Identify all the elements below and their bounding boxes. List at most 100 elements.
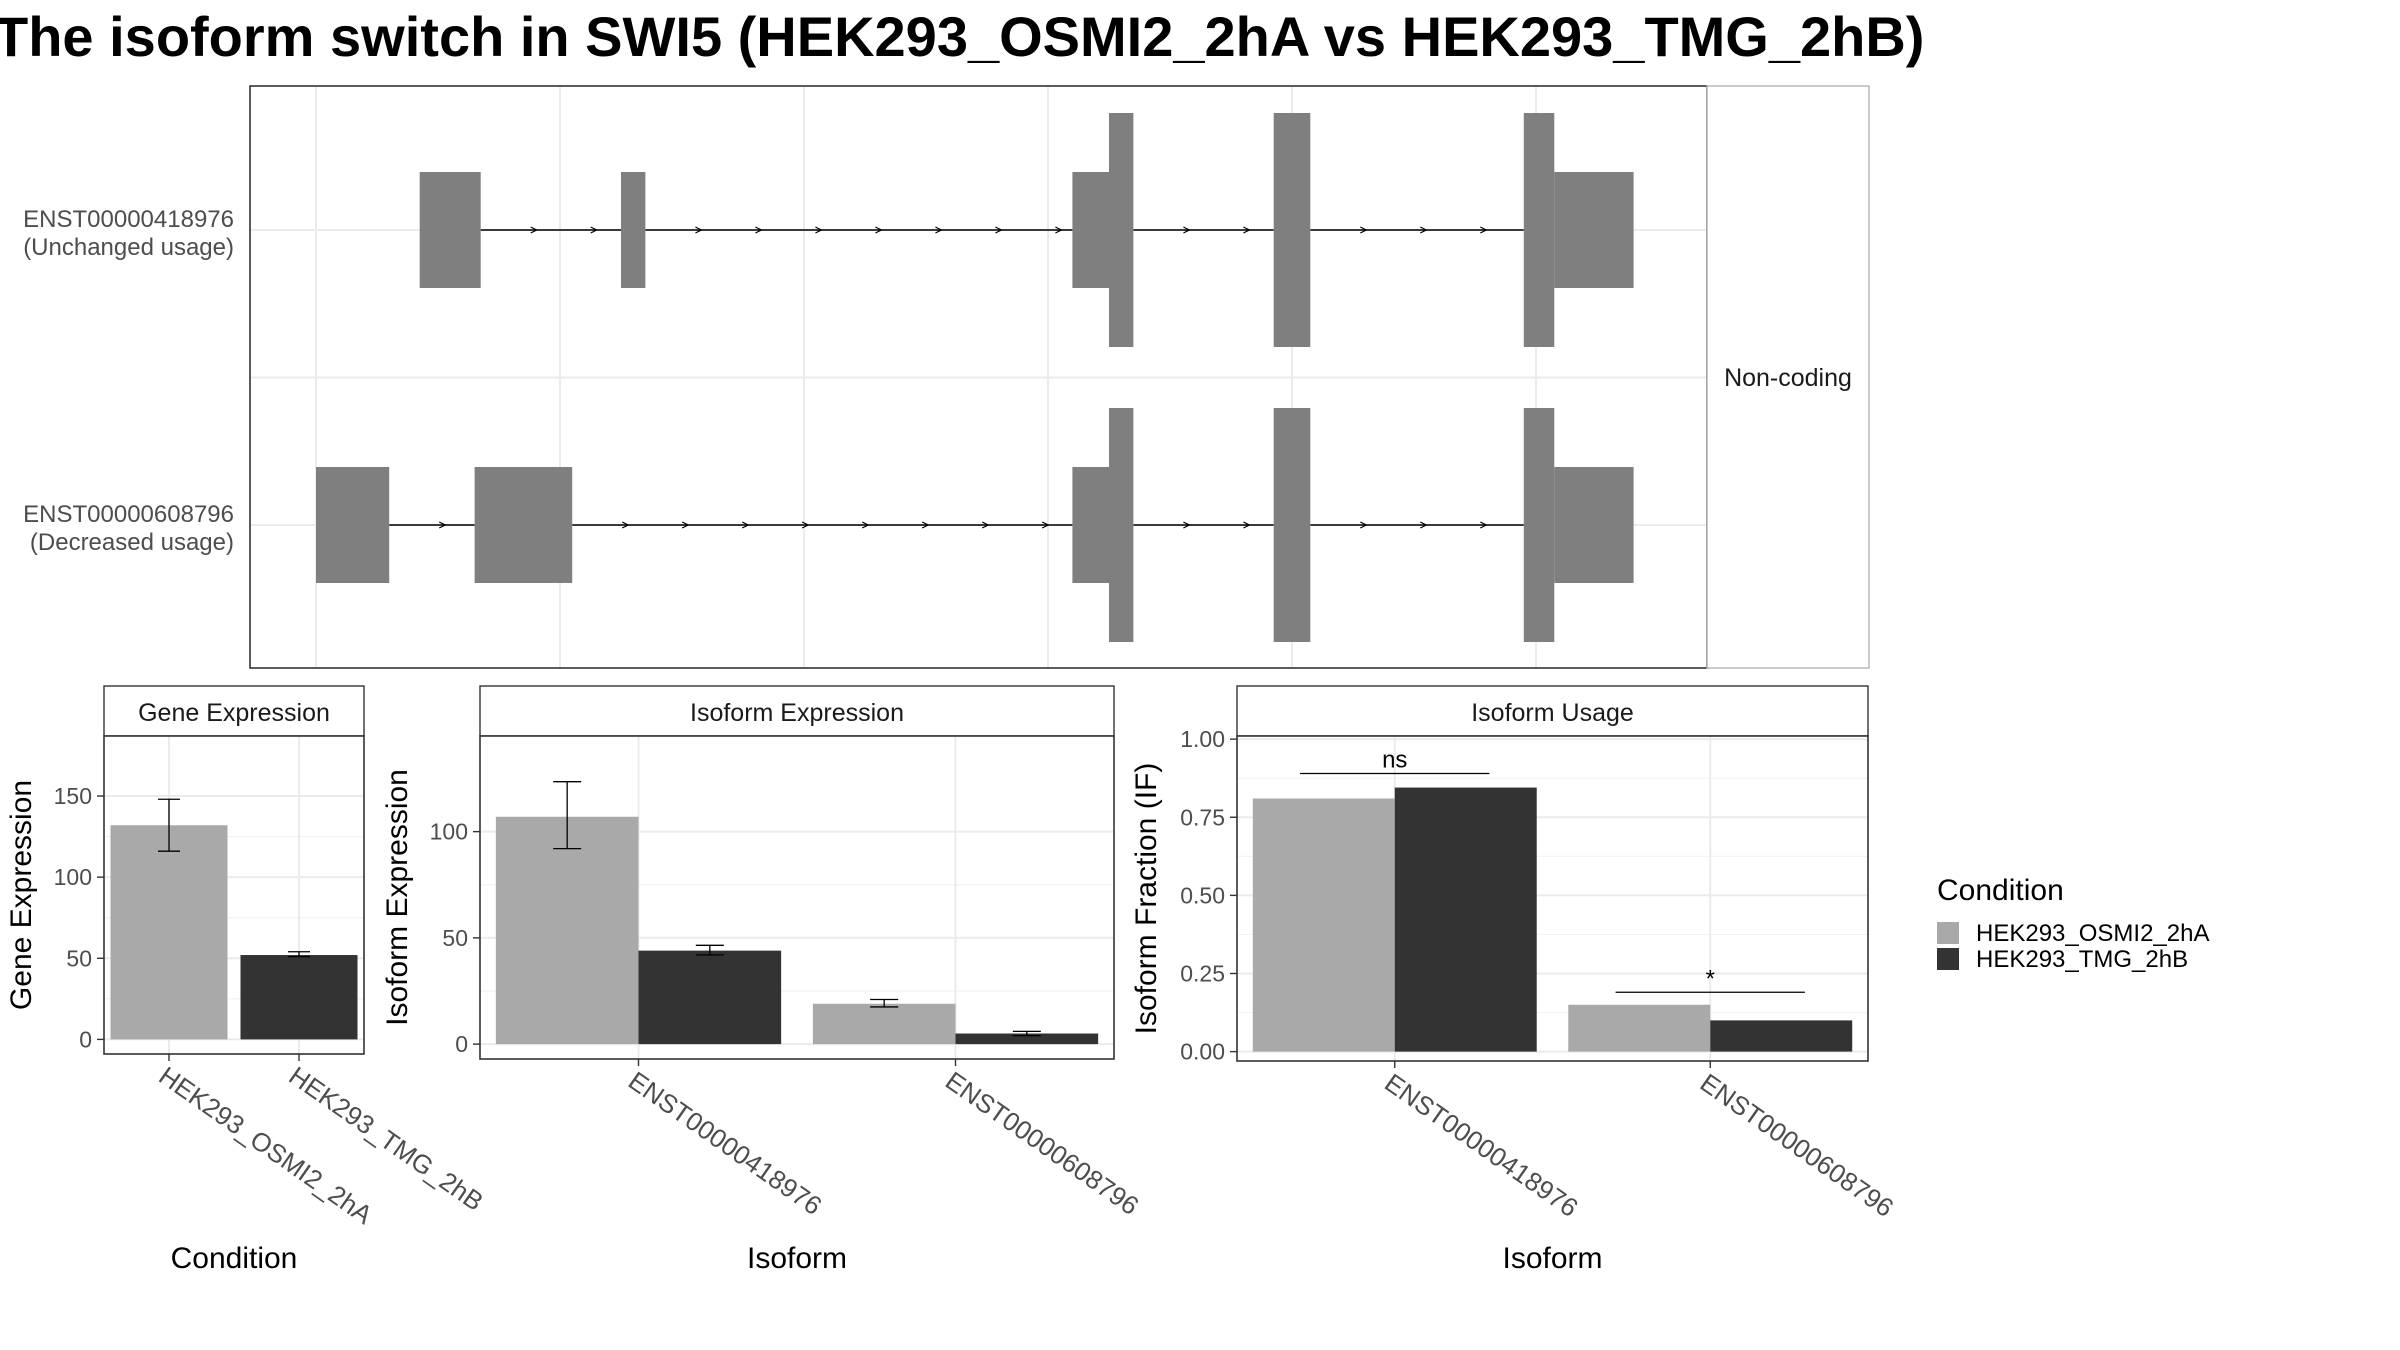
panel-border — [1236, 735, 1869, 1062]
bar-HEK293_TMG_2hB — [240, 955, 358, 1040]
y-tick-label: 0 — [79, 1026, 92, 1052]
intron-direction-arrow — [861, 521, 870, 529]
x-axis-title: Isoform — [747, 1242, 847, 1275]
facet-strip-label: Isoform Expression — [690, 699, 904, 727]
isoform-id-label: ENST00000608796 — [23, 501, 234, 528]
intron-direction-arrow — [921, 521, 930, 529]
figure-title: The isoform switch in SWI5 (HEK293_OSMI2… — [0, 5, 1924, 68]
intron-direction-arrow — [1243, 226, 1251, 234]
exon-utr — [419, 172, 481, 288]
facet-strip-label: Gene Expression — [138, 699, 330, 727]
bar-HEK293_TMG_2hB — [1710, 1020, 1853, 1052]
x-tick-label: ENST00000608796 — [940, 1065, 1144, 1221]
intron-direction-arrow — [935, 226, 943, 234]
x-tick-label: ENST00000608796 — [1695, 1067, 1899, 1223]
intron-direction-arrow — [695, 226, 703, 234]
y-tick-label: 50 — [442, 925, 468, 951]
isoform-usage-label: (Decreased usage) — [30, 529, 234, 556]
y-tick-label: 0.75 — [1180, 804, 1225, 830]
legend-label: HEK293_TMG_2hB — [1976, 946, 2188, 973]
exon-utr — [316, 467, 390, 583]
intron-direction-arrow — [1243, 521, 1251, 529]
y-tick-label: 150 — [54, 783, 92, 809]
intron-direction-arrow — [1041, 521, 1050, 529]
exon-utr — [621, 172, 646, 288]
intron-direction-arrow — [815, 226, 823, 234]
exon-coding — [1523, 408, 1555, 642]
intron-direction-arrow — [1183, 521, 1191, 529]
significance-label: * — [1706, 965, 1715, 992]
bar-HEK293_OSMI2_2hA — [1252, 798, 1395, 1052]
legend-title: Condition — [1937, 874, 2064, 907]
y-tick-label: 0.50 — [1180, 882, 1225, 908]
legend-label: HEK293_OSMI2_2hA — [1976, 920, 2209, 947]
x-axis-title: Condition — [171, 1242, 298, 1275]
x-tick-label: HEK293_OSMI2_2hA — [154, 1060, 379, 1230]
intron-direction-arrow — [995, 226, 1003, 234]
bar-HEK293_OSMI2_2hA — [110, 825, 228, 1040]
bar-HEK293_OSMI2_2hA — [1568, 1004, 1711, 1052]
intron-direction-arrow — [590, 226, 599, 234]
exon-utr — [1554, 172, 1634, 288]
intron-direction-arrow — [530, 226, 539, 234]
facet-strip — [103, 685, 365, 737]
exon-utr — [1554, 467, 1634, 583]
exon-coding — [1523, 113, 1555, 347]
y-tick-label: 100 — [430, 819, 468, 845]
exon-coding — [1273, 113, 1311, 347]
y-axis-title: Isoform Fraction (IF) — [1130, 763, 1163, 1035]
y-tick-label: 1.00 — [1180, 726, 1225, 752]
intron-direction-arrow — [741, 521, 750, 529]
intron-direction-arrow — [801, 521, 810, 529]
y-tick-label: 50 — [66, 945, 92, 971]
x-tick-label: ENST00000418976 — [1379, 1067, 1583, 1223]
intron-direction-arrow — [1360, 521, 1368, 529]
intron-direction-arrow — [621, 521, 630, 529]
y-tick-label: 0.25 — [1180, 961, 1225, 987]
exon-coding — [1273, 408, 1311, 642]
intron-direction-arrow — [1480, 226, 1488, 234]
bar-HEK293_TMG_2hB — [955, 1033, 1099, 1045]
intron-direction-arrow — [1183, 226, 1191, 234]
intron-direction-arrow — [1480, 521, 1488, 529]
bar-HEK293_OSMI2_2hA — [812, 1003, 956, 1045]
facet-strip — [479, 685, 1115, 737]
exon-utr — [474, 467, 573, 583]
gene-expression-panel: Gene Expression 0 50 100 150 HEK293_OSMI2_2hA… — [5, 685, 489, 1275]
isoform-usage-panel: Isoform Usage ns * 0.00 0.25 0.50 0.75 1.00 ENST… — [1130, 685, 1899, 1275]
legend-key — [1937, 948, 1959, 970]
y-tick-label: 100 — [54, 864, 92, 890]
exon-utr — [1072, 467, 1109, 583]
intron-direction-arrow — [875, 226, 883, 234]
exon-coding — [1109, 113, 1134, 347]
bar-HEK293_TMG_2hB — [1394, 787, 1537, 1052]
y-tick-label: 0 — [455, 1031, 468, 1057]
isoform-id-label: ENST00000418976 — [23, 206, 234, 233]
isoform-usage-label: (Unchanged usage) — [23, 234, 234, 261]
intron-direction-arrow — [438, 521, 447, 529]
intron-direction-arrow — [1055, 226, 1063, 234]
y-tick-label: 0.00 — [1180, 1039, 1225, 1065]
intron-direction-arrow — [681, 521, 690, 529]
exon-coding — [1109, 408, 1134, 642]
intron-direction-arrow — [755, 226, 763, 234]
x-axis-title: Isoform — [1502, 1242, 1602, 1275]
exon-utr — [1072, 172, 1109, 288]
isoform-structure-panel: ENST00000418976(Unchanged usage) ENST0000… — [23, 85, 1870, 669]
intron-direction-arrow — [1420, 226, 1428, 234]
legend-key — [1937, 922, 1959, 944]
facet-strip-label: Isoform Usage — [1471, 699, 1634, 727]
facet-strip — [1706, 85, 1870, 669]
intron-direction-arrow — [1360, 226, 1368, 234]
significance-label: ns — [1382, 747, 1407, 774]
intron-direction-arrow — [981, 521, 990, 529]
panel-border — [479, 735, 1115, 1060]
intron-direction-arrow — [1420, 521, 1428, 529]
panel-border — [103, 735, 365, 1055]
bar-HEK293_TMG_2hB — [638, 950, 782, 1045]
facet-strip-label: Non-coding — [1724, 364, 1852, 392]
isoform-expression-panel: Isoform Expression 0 50 100 ENST00000418976 E… — [381, 685, 1144, 1275]
bar-HEK293_OSMI2_2hA — [495, 816, 639, 1045]
x-tick-label: ENST00000418976 — [623, 1065, 827, 1221]
